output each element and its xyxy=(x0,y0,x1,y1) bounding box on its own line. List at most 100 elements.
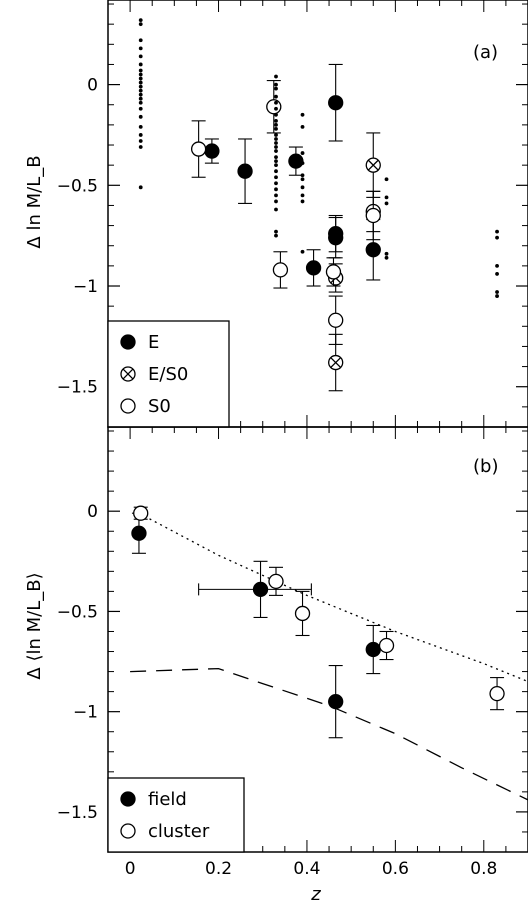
data-point-dot xyxy=(274,181,278,186)
data-point-dot xyxy=(274,137,278,141)
panel-a-ylabel-text: Δ ln M/L_B xyxy=(24,155,45,248)
data-point-dot xyxy=(495,229,499,234)
data-point-filled xyxy=(237,163,253,179)
data-point-dot xyxy=(300,124,305,129)
y-tick-label: −0.5 xyxy=(57,176,98,196)
data-point-dot xyxy=(300,199,305,204)
data-point-open xyxy=(266,99,282,115)
y-tick-label: −1 xyxy=(73,703,98,723)
legend-label: E xyxy=(148,332,159,353)
data-point-dot xyxy=(274,127,278,131)
data-point-dot xyxy=(274,112,278,117)
data-point-dot xyxy=(300,193,305,198)
x-tick-label: 0.4 xyxy=(293,859,320,879)
data-point-filled xyxy=(365,242,381,258)
data-point-dot xyxy=(274,141,278,145)
data-point-dot xyxy=(274,122,278,127)
data-point-dot xyxy=(300,151,305,155)
data-point-dot xyxy=(274,145,278,149)
data-point-open xyxy=(489,685,505,702)
data-point-dot xyxy=(300,185,305,190)
data-point-dot xyxy=(300,249,305,254)
data-point-dot xyxy=(495,290,499,294)
legend-marker xyxy=(120,791,136,807)
legend-marker xyxy=(120,398,136,414)
data-point-dot xyxy=(138,96,143,101)
data-point-open xyxy=(365,207,381,224)
data-point-dot xyxy=(384,251,389,256)
data-point-dot xyxy=(274,199,278,204)
data-point-dot xyxy=(138,18,143,23)
data-point-dot xyxy=(274,82,278,87)
data-point-dot xyxy=(138,88,143,93)
data-point-dot xyxy=(495,263,499,268)
data-point-dot xyxy=(274,106,278,111)
data-point-dot xyxy=(138,139,143,143)
data-point-dot xyxy=(138,114,143,119)
data-point-dot xyxy=(274,187,278,192)
data-point-dot xyxy=(274,149,278,153)
x-axis-label: z xyxy=(310,884,321,905)
data-point-dot xyxy=(300,112,305,117)
data-point-dot xyxy=(274,233,278,238)
cross-stroke xyxy=(367,159,379,171)
y-tick-label: −1.5 xyxy=(57,803,98,823)
data-point-dot xyxy=(138,185,143,190)
data-point-open xyxy=(133,505,149,521)
data-point-dot xyxy=(138,80,143,85)
data-point-open xyxy=(272,262,289,278)
data-point-dot xyxy=(274,169,278,174)
data-point-dot xyxy=(274,175,278,180)
data-point-open xyxy=(325,264,342,280)
data-point-filled xyxy=(365,641,381,658)
y-tick-label: 0 xyxy=(87,76,98,96)
data-point-dot xyxy=(300,177,305,182)
panel-a-label: (a) xyxy=(473,42,498,63)
panel-b-label: (b) xyxy=(473,456,498,477)
data-point-dot xyxy=(138,76,143,81)
y-tick-label: −1.5 xyxy=(57,378,98,398)
x-tick-label: 0.8 xyxy=(470,859,497,879)
legend-label: cluster xyxy=(148,821,210,842)
legend-label: field xyxy=(148,789,187,810)
panel-b-ylabel: Δ ⟨ln M/L_B⟩ xyxy=(24,572,45,679)
data-point-dot xyxy=(274,163,278,168)
panel-b-plot: 0 −0.5 −1 −1.5 0 0.2 0.4 0.6 0.8 field cluster xyxy=(57,426,528,879)
data-point-dot xyxy=(138,133,143,137)
dotted-model-line xyxy=(138,512,528,683)
data-point-filled xyxy=(328,95,344,111)
cross-stroke xyxy=(122,368,134,380)
y-tick-label: −1 xyxy=(73,277,98,297)
legend-label: E/S0 xyxy=(148,364,188,385)
x-tick-label: 0.6 xyxy=(382,859,409,879)
data-point-dot xyxy=(138,46,143,51)
legend-label: S0 xyxy=(148,396,171,417)
data-point-dot xyxy=(495,294,499,298)
data-point-dot xyxy=(138,92,143,97)
panel-b-frame xyxy=(107,426,528,853)
legend-marker xyxy=(120,334,136,350)
data-point-dot xyxy=(274,94,278,99)
legend-box xyxy=(107,777,245,853)
data-point-open xyxy=(378,637,395,654)
data-point-dot xyxy=(384,177,389,182)
data-point-dot xyxy=(384,255,389,260)
data-point-dot xyxy=(274,159,278,164)
data-point-open xyxy=(328,312,344,328)
panel-a-plot: 0 −0.5 −1 −1.5 E E/S0 S0 xyxy=(57,0,528,428)
data-point-dot xyxy=(274,133,278,137)
data-point-filled xyxy=(328,230,344,246)
data-point-open xyxy=(190,141,207,157)
data-point-dot xyxy=(138,22,143,27)
data-point-dot xyxy=(138,84,143,89)
x-tick-label: 0.2 xyxy=(205,859,232,879)
data-point-open xyxy=(294,605,311,622)
data-point-dot xyxy=(138,100,143,105)
data-point-filled xyxy=(305,260,322,276)
y-tick-label: −0.5 xyxy=(57,602,98,622)
data-point-filled xyxy=(204,143,220,159)
data-point-filled xyxy=(131,525,147,541)
data-point-dot xyxy=(274,229,278,234)
data-point-dot xyxy=(138,72,143,77)
data-point-dot xyxy=(300,173,305,178)
